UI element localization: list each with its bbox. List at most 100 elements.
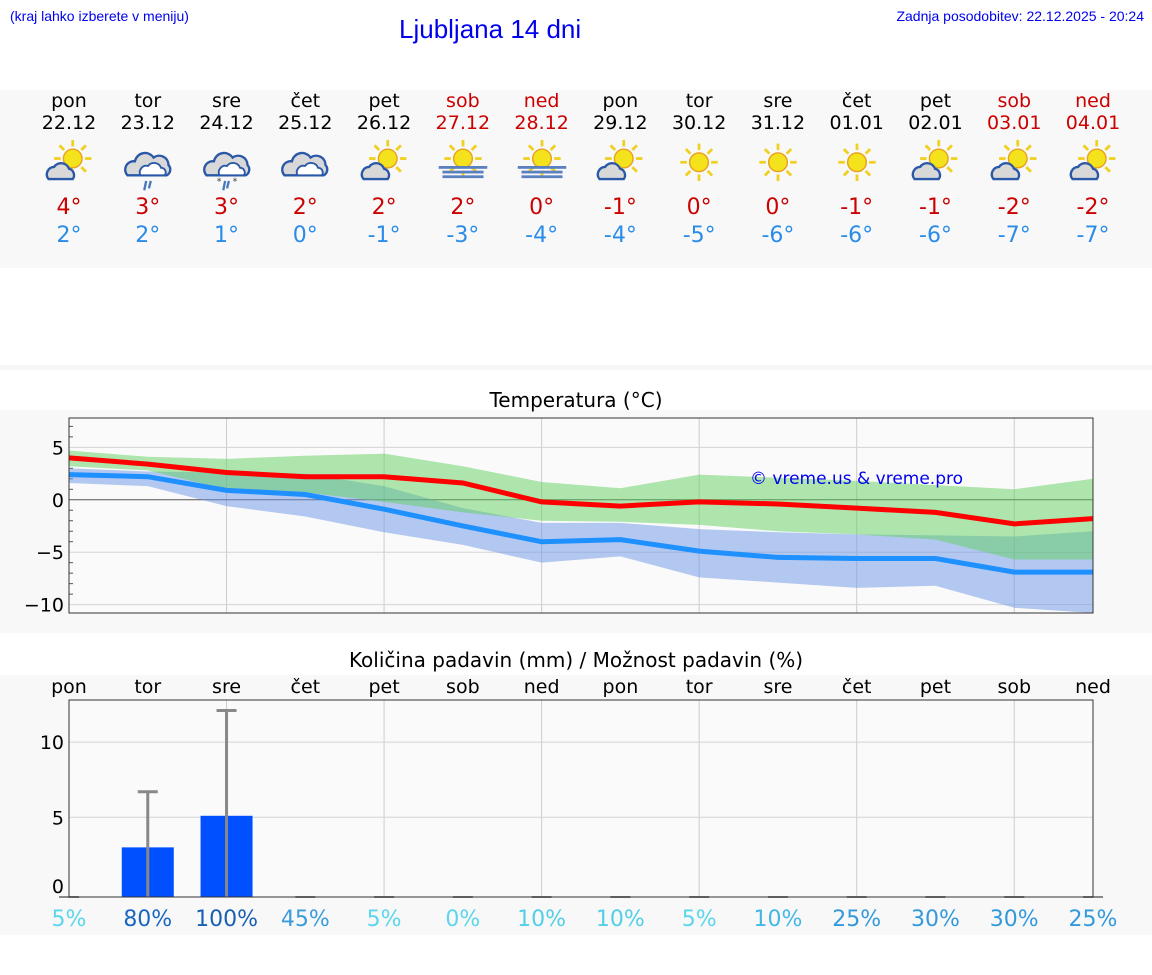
day-name: pet <box>368 90 400 112</box>
x-category-label: sob <box>446 676 480 698</box>
y-tick-label: 5 <box>52 807 64 829</box>
precipitation-probability: 0% <box>445 907 480 932</box>
x-category-label: sre <box>763 676 792 698</box>
temp-max: 2° <box>292 195 318 220</box>
temp-min: -1° <box>367 223 401 248</box>
precipitation-probability: 10% <box>596 907 645 932</box>
partly-cloudy-icon <box>912 139 958 181</box>
partly-cloudy-icon <box>990 139 1037 181</box>
temp-min: 0° <box>292 223 318 248</box>
y-tick-label: 0 <box>52 490 64 512</box>
day-date: 01.01 <box>829 112 884 134</box>
partly-cloudy-icon <box>1069 139 1116 181</box>
day-column: sre 31.12 0° -6° <box>739 90 817 250</box>
partly-cloudy-icon <box>360 139 407 181</box>
day-column: pon 22.12 4° 2° <box>30 90 108 250</box>
precipitation-probability: 10% <box>753 907 802 932</box>
temp-max: 3° <box>214 195 240 220</box>
day-name: čet <box>841 90 872 112</box>
precipitation-probability: 45% <box>281 907 330 932</box>
y-tick-label: −5 <box>36 542 64 564</box>
temp-max: -2° <box>1076 195 1110 220</box>
cloudy-icon <box>281 151 329 177</box>
temp-max: 0° <box>765 195 791 220</box>
x-category-label: pet <box>368 676 399 698</box>
x-category-label: pon <box>603 676 639 698</box>
day-name: ned <box>523 90 560 112</box>
temp-max: -1° <box>603 195 637 220</box>
x-category-label: čet <box>291 676 321 698</box>
partly-cloudy-icon <box>597 139 643 181</box>
y-tick-label: 5 <box>52 437 64 459</box>
day-name: tor <box>134 90 162 112</box>
day-name: sob <box>446 90 480 112</box>
day-column: čet 25.12 2° 0° <box>266 90 344 250</box>
day-column: ned 04.01 -2° -7° <box>1054 90 1132 250</box>
precipitation-probability: 100% <box>195 907 258 932</box>
day-name: pon <box>602 90 639 112</box>
temperature-chart-title: Temperatura (°C) <box>489 388 663 412</box>
x-category-label: sre <box>212 676 241 698</box>
day-name: tor <box>685 90 713 112</box>
temp-min: 1° <box>214 223 240 248</box>
temp-min: -3° <box>446 223 480 248</box>
temp-min: -7° <box>997 223 1031 248</box>
plot-frame <box>68 417 1094 614</box>
sun-fog-icon <box>438 139 488 179</box>
cloudy-rain-icon <box>123 151 172 191</box>
day-column: pet 26.12 2° -1° <box>345 90 423 250</box>
day-date: 25.12 <box>278 112 333 134</box>
divider <box>0 365 1152 370</box>
precipitation-probability: 25% <box>1069 907 1118 932</box>
day-column: pon 29.12 -1° -4° <box>581 90 659 250</box>
sunny-icon <box>838 143 876 181</box>
page-title: Ljubljana 14 dni <box>399 14 582 44</box>
temp-max: -2° <box>997 195 1031 220</box>
day-date: 04.01 <box>1065 112 1121 134</box>
day-name: sob <box>997 90 1032 112</box>
day-date: 24.12 <box>199 112 254 134</box>
day-column: sre 24.12 * * 3° 1° <box>188 90 266 250</box>
day-column: čet 01.01 -1° -6° <box>818 90 896 250</box>
x-category-label: ned <box>524 676 560 698</box>
day-name: ned <box>1075 90 1111 112</box>
day-column: ned 28.12 0° -4° <box>503 90 581 250</box>
temp-max: 2° <box>371 195 397 220</box>
precipitation-chart-title: Količina padavin (mm) / Možnost padavin … <box>348 648 804 672</box>
day-date: 29.12 <box>593 112 648 134</box>
x-category-label: pon <box>51 676 87 698</box>
temp-min: -6° <box>761 223 795 248</box>
day-date: 27.12 <box>435 112 491 134</box>
y-tick-label: −10 <box>24 595 64 617</box>
precipitation-probability: 30% <box>990 907 1039 932</box>
temp-max: 0° <box>529 195 555 220</box>
x-category-label: sob <box>997 676 1031 698</box>
location-hint: (kraj lahko izberete v meniju) <box>10 8 189 24</box>
day-column: tor 30.12 0° -5° <box>660 90 738 250</box>
temp-min: -7° <box>1076 223 1110 248</box>
x-category-label: pet <box>920 676 951 698</box>
day-date: 02.01 <box>908 112 963 134</box>
precipitation-probability: 30% <box>911 907 960 932</box>
sunny-icon <box>680 143 718 181</box>
x-category-label: čet <box>842 676 872 698</box>
y-tick-label: 0 <box>52 876 64 898</box>
day-column: tor 23.12 3° 2° <box>109 90 187 250</box>
min-temperature-line <box>68 472 1094 575</box>
precipitation-probability: 80% <box>123 907 172 932</box>
day-date: 03.01 <box>987 112 1042 134</box>
sunny-icon <box>759 143 797 181</box>
day-date: 30.12 <box>671 112 727 134</box>
temp-min: -5° <box>682 223 716 248</box>
temp-max: -1° <box>919 195 952 220</box>
precipitation-probability: 5% <box>52 907 87 932</box>
day-name: sre <box>763 90 793 112</box>
temp-min: 2° <box>135 223 161 248</box>
precipitation-probability: 10% <box>517 907 566 932</box>
precipitation-probability: 5% <box>682 907 717 932</box>
day-date: 31.12 <box>750 112 806 134</box>
temp-max: 3° <box>135 195 161 220</box>
day-column: pet 02.01 -1° -6° <box>896 90 974 250</box>
day-date: 28.12 <box>514 112 569 134</box>
